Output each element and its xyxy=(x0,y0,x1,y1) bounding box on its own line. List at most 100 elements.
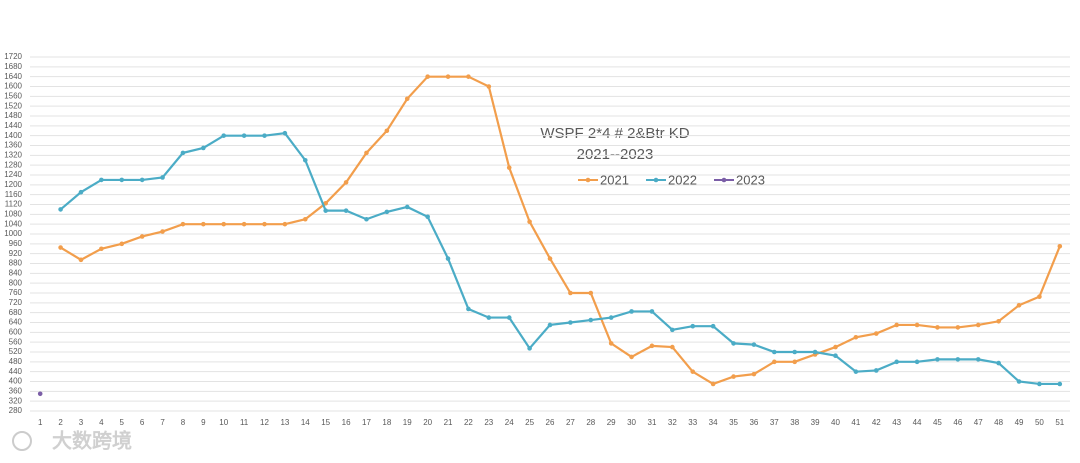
data-point xyxy=(629,309,634,314)
chart-title: WSPF 2*4 # 2&Btr KD xyxy=(540,125,689,142)
data-point xyxy=(751,342,757,347)
data-point xyxy=(1037,381,1042,387)
data-point xyxy=(649,309,655,314)
x-tick-label: 51 xyxy=(1055,418,1064,427)
x-tick-label: 35 xyxy=(729,418,738,427)
data-point xyxy=(935,325,940,330)
y-tick-label: 1280 xyxy=(4,160,22,169)
data-point xyxy=(241,133,247,138)
data-point xyxy=(221,133,227,138)
x-tick-label: 8 xyxy=(181,418,186,427)
data-point xyxy=(119,241,125,247)
y-tick-label: 800 xyxy=(9,278,23,287)
data-point xyxy=(629,354,634,360)
x-tick-label: 29 xyxy=(607,418,616,427)
data-point xyxy=(364,150,369,156)
x-tick-label: 22 xyxy=(464,418,473,427)
data-point xyxy=(486,315,492,320)
data-point xyxy=(425,74,430,79)
data-point xyxy=(1016,302,1022,308)
data-point xyxy=(996,318,1001,324)
data-point xyxy=(853,369,859,374)
y-tick-label: 840 xyxy=(9,268,23,277)
data-point xyxy=(466,306,471,312)
data-point xyxy=(1057,243,1063,249)
data-point xyxy=(812,349,818,355)
y-tick-label: 1120 xyxy=(5,200,23,209)
data-point xyxy=(99,246,104,252)
data-point xyxy=(445,74,451,79)
data-point xyxy=(568,290,573,296)
x-tick-label: 2 xyxy=(58,418,63,427)
x-tick-label: 14 xyxy=(301,418,310,427)
data-point xyxy=(221,221,227,227)
y-tick-label: 1560 xyxy=(4,91,22,100)
data-point xyxy=(160,175,165,180)
x-tick-label: 31 xyxy=(648,418,657,427)
data-point xyxy=(302,216,308,222)
data-point xyxy=(282,221,288,227)
x-tick-label: 50 xyxy=(1035,418,1044,427)
y-tick-label: 1720 xyxy=(4,52,22,61)
x-tick-label: 37 xyxy=(770,418,779,427)
series-line xyxy=(59,132,1060,386)
data-point xyxy=(588,317,594,323)
y-tick-label: 1200 xyxy=(4,180,22,189)
y-tick-label: 760 xyxy=(9,288,23,297)
x-tick-label: 11 xyxy=(240,418,249,427)
legend-label: 2023 xyxy=(736,172,765,187)
watermark-logo xyxy=(12,431,32,451)
data-point xyxy=(873,331,879,336)
x-tick-label: 36 xyxy=(749,418,758,427)
data-point xyxy=(527,219,532,225)
y-tick-label: 1360 xyxy=(4,141,22,150)
data-point xyxy=(568,320,573,325)
x-tick-label: 41 xyxy=(851,418,860,427)
data-point xyxy=(282,130,288,136)
data-point xyxy=(588,290,594,296)
y-tick-label: 1600 xyxy=(4,82,22,91)
x-tick-label: 25 xyxy=(525,418,534,427)
y-tick-label: 280 xyxy=(9,406,23,415)
x-tick-label: 33 xyxy=(688,418,697,427)
x-tick-label: 4 xyxy=(99,418,104,427)
y-tick-label: 960 xyxy=(9,239,23,248)
data-point xyxy=(404,204,410,210)
x-tick-label: 26 xyxy=(546,418,555,427)
data-point xyxy=(364,216,369,222)
data-point xyxy=(955,357,961,362)
data-point xyxy=(935,357,940,362)
data-point xyxy=(262,221,267,227)
x-tick-label: 43 xyxy=(892,418,901,427)
data-point xyxy=(201,145,206,151)
legend-label: 2021 xyxy=(600,172,629,187)
x-tick-label: 18 xyxy=(382,418,391,427)
y-tick-label: 1040 xyxy=(4,219,22,228)
data-point xyxy=(894,359,899,365)
data-point xyxy=(201,221,206,227)
y-tick-label: 880 xyxy=(9,259,23,268)
x-tick-label: 39 xyxy=(811,418,820,427)
x-tick-label: 3 xyxy=(79,418,84,427)
data-point xyxy=(527,346,532,351)
data-point xyxy=(180,150,186,156)
data-point xyxy=(445,256,451,261)
data-point xyxy=(37,391,43,397)
x-tick-label: 24 xyxy=(505,418,514,427)
data-point xyxy=(547,322,553,328)
data-point xyxy=(894,322,899,328)
y-tick-label: 1000 xyxy=(4,229,22,238)
data-point xyxy=(139,177,145,183)
y-tick-label: 360 xyxy=(9,386,23,395)
data-point xyxy=(425,214,430,220)
data-point xyxy=(404,96,410,102)
y-tick-label: 920 xyxy=(9,249,23,258)
legend-label: 2022 xyxy=(668,172,697,187)
data-point xyxy=(731,341,736,346)
x-tick-label: 23 xyxy=(484,418,493,427)
y-tick-label: 1160 xyxy=(5,190,23,199)
data-point xyxy=(78,257,84,263)
data-point xyxy=(710,323,716,329)
data-point xyxy=(873,368,879,373)
